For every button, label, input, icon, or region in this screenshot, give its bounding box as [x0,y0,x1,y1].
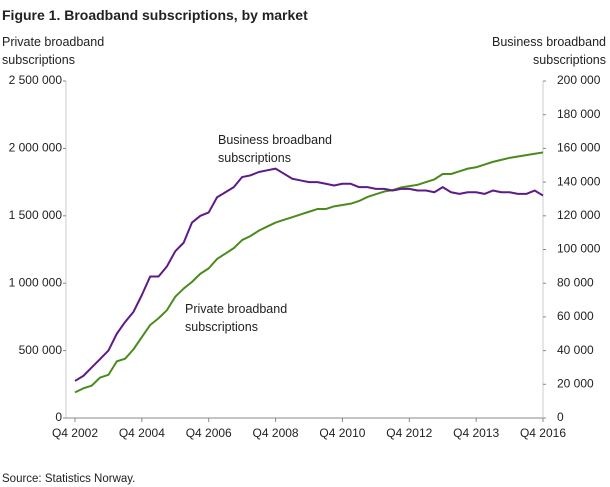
y2-axis-label: Business broadband subscriptions [492,35,606,67]
y2-tick-label: 180 000 [557,107,601,121]
x-tick-label: Q4 2008 [253,426,299,440]
y2-tick-label: 80 000 [557,275,594,289]
x-tick-label: Q4 2012 [386,426,432,440]
series-line [74,167,544,382]
series-label: Business broadband subscriptions [218,133,332,165]
y-tick-label: 0 [55,410,62,424]
y2-tick-label: 20 000 [557,376,594,390]
x-tick-label: Q4 2006 [186,426,232,440]
chart-title: Figure 1. Broadband subscriptions, by ma… [2,7,308,23]
y2-tick-label: 100 000 [557,242,601,256]
x-tick-label: Q4 2016 [520,426,566,440]
series-line [74,151,544,394]
y-axis-label: Private broadband subscriptions [2,35,105,67]
x-tick-label: Q4 2004 [119,426,165,440]
y2-tick-label: 40 000 [557,343,594,357]
x-tick-label: Q4 2010 [319,426,365,440]
series-label: Private broadband subscriptions [185,302,288,334]
y2-tick-label: 120 000 [557,208,601,222]
y2-tick-label: 160 000 [557,141,601,155]
y-tick-label: 500 000 [19,343,63,357]
source: Source: Statistics Norway. [2,473,136,485]
y-tick-label: 1 000 000 [9,275,63,289]
x-tick-label: Q4 2002 [52,426,98,440]
y-tick-label: 1 500 000 [9,208,63,222]
y2-tick-label: 60 000 [557,309,594,323]
x-tick-label: Q4 2013 [453,426,499,440]
y-tick-label: 2 000 000 [9,141,63,155]
y-tick-label: 2 500 000 [9,73,63,87]
y2-tick-label: 200 000 [557,73,601,87]
y2-tick-label: 140 000 [557,174,601,188]
y2-tick-label: 0 [557,410,564,424]
